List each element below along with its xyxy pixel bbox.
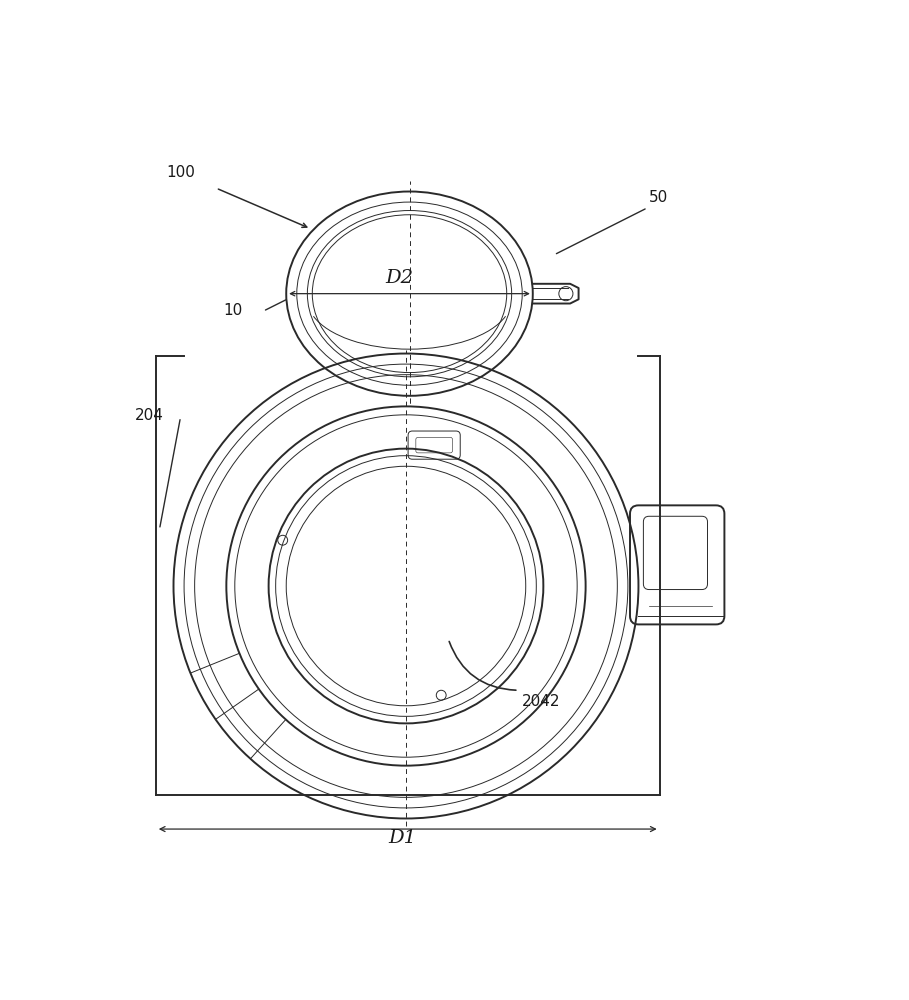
Text: D2: D2 — [385, 269, 413, 287]
Text: 50: 50 — [649, 190, 668, 205]
Text: 100: 100 — [166, 165, 195, 180]
Text: 10: 10 — [223, 303, 242, 318]
Text: 2042: 2042 — [522, 694, 561, 709]
Text: D1: D1 — [388, 829, 416, 847]
Text: 204: 204 — [135, 408, 164, 423]
